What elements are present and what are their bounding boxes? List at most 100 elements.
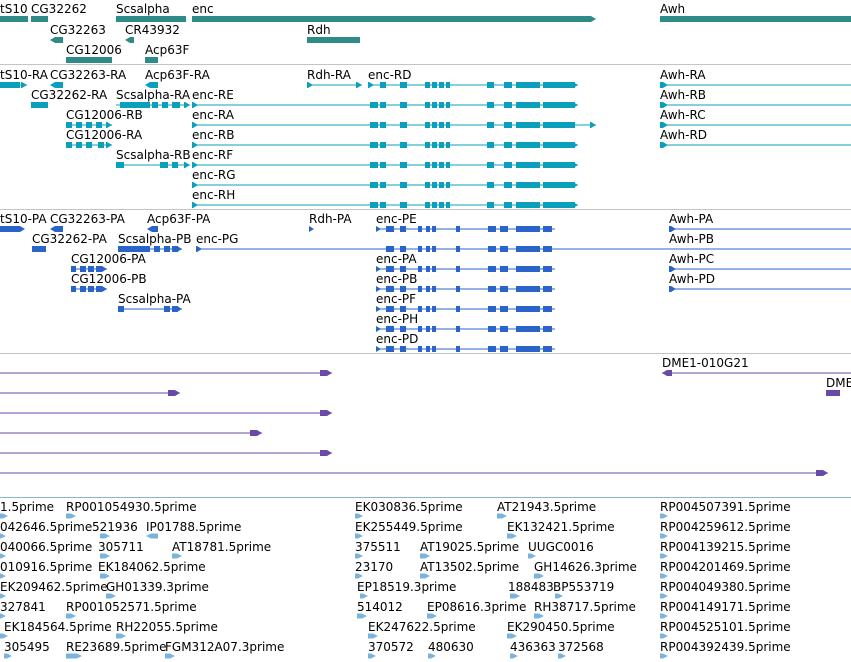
exon[interactable]: [386, 306, 394, 312]
est-label[interactable]: RP004259612.5prime: [660, 520, 791, 534]
exon[interactable]: [572, 82, 578, 88]
exon[interactable]: [456, 326, 460, 332]
exon[interactable]: [376, 346, 381, 352]
gene-glyph[interactable]: [192, 16, 596, 22]
transcript-label[interactable]: enc-PH: [376, 312, 419, 326]
exon[interactable]: [307, 82, 313, 88]
exon[interactable]: [0, 226, 25, 232]
exon[interactable]: [426, 246, 430, 252]
transcript-label[interactable]: CG12006-RB: [66, 108, 143, 122]
exon[interactable]: [456, 246, 460, 252]
est-glyph[interactable]: [507, 533, 517, 539]
exon[interactable]: [488, 306, 496, 312]
est-glyph[interactable]: [355, 513, 363, 519]
exon[interactable]: [98, 142, 104, 148]
est-glyph[interactable]: [100, 553, 110, 559]
est-glyph[interactable]: [0, 553, 6, 559]
transcript-label[interactable]: CG32263-RA: [50, 68, 127, 82]
est-label[interactable]: 188483: [508, 580, 554, 594]
exon[interactable]: [164, 306, 170, 312]
exon[interactable]: [88, 266, 94, 272]
exon[interactable]: [446, 182, 450, 188]
exon[interactable]: [147, 226, 158, 232]
exon[interactable]: [368, 82, 374, 88]
exon[interactable]: [400, 266, 406, 272]
est-label[interactable]: EK290450.5prime: [507, 620, 615, 634]
exon[interactable]: [152, 102, 158, 108]
exon[interactable]: [380, 102, 386, 108]
transcript-label[interactable]: Scsalpha-PA: [118, 292, 191, 306]
exon[interactable]: [439, 142, 444, 148]
exon[interactable]: [543, 346, 552, 352]
est-label[interactable]: 521936: [92, 520, 138, 534]
exon[interactable]: [446, 82, 450, 88]
est-label[interactable]: GH01339.3prime: [106, 580, 209, 594]
exon[interactable]: [380, 82, 386, 88]
exon[interactable]: [425, 182, 430, 188]
est-glyph[interactable]: [507, 633, 517, 639]
transcript-label[interactable]: tS10-PA: [0, 212, 47, 226]
exon[interactable]: [516, 142, 540, 148]
est-label[interactable]: 042646.5prime: [0, 520, 93, 534]
exon[interactable]: [380, 162, 386, 168]
exon[interactable]: [572, 202, 578, 208]
exon[interactable]: [50, 226, 63, 232]
exon[interactable]: [425, 102, 430, 108]
est-glyph[interactable]: [528, 553, 536, 559]
transcript-label[interactable]: enc-PD: [376, 332, 419, 346]
exon[interactable]: [50, 82, 63, 88]
exon[interactable]: [432, 266, 436, 272]
gene-glyph[interactable]: [307, 37, 360, 43]
clone-label[interactable]: DME: [826, 376, 851, 390]
est-glyph[interactable]: [368, 633, 378, 639]
exon[interactable]: [572, 162, 578, 168]
exon[interactable]: [21, 82, 27, 88]
gene-label[interactable]: Awh: [660, 2, 686, 16]
exon[interactable]: [504, 162, 512, 168]
transcript-label[interactable]: enc-RG: [192, 168, 236, 182]
est-label[interactable]: EP08616.3prime: [427, 600, 527, 614]
est-glyph[interactable]: [660, 513, 668, 519]
est-glyph[interactable]: [660, 633, 668, 639]
exon[interactable]: [543, 266, 552, 272]
est-glyph[interactable]: [172, 553, 182, 559]
exon[interactable]: [71, 286, 76, 292]
exon[interactable]: [488, 326, 496, 332]
exon[interactable]: [504, 82, 512, 88]
exon[interactable]: [500, 346, 508, 352]
exon[interactable]: [432, 102, 437, 108]
exon[interactable]: [516, 182, 540, 188]
exon[interactable]: [488, 346, 496, 352]
est-label[interactable]: RP004149171.5prime: [660, 600, 791, 614]
est-glyph[interactable]: [534, 613, 544, 619]
gene-label[interactable]: Acp63F: [145, 43, 190, 57]
est-label[interactable]: UUGC0016: [528, 540, 594, 554]
exon[interactable]: [400, 162, 407, 168]
est-label[interactable]: EK255449.5prime: [355, 520, 463, 534]
est-glyph[interactable]: [0, 513, 8, 519]
exon[interactable]: [516, 82, 540, 88]
exon[interactable]: [400, 182, 407, 188]
est-label[interactable]: GH14626.3prime: [534, 560, 637, 574]
exon[interactable]: [432, 82, 437, 88]
exon[interactable]: [425, 82, 430, 88]
exon[interactable]: [543, 82, 575, 88]
exon[interactable]: [425, 142, 430, 148]
exon[interactable]: [31, 102, 48, 108]
exon[interactable]: [456, 306, 460, 312]
transcript-label[interactable]: Awh-PB: [669, 232, 714, 246]
exon[interactable]: [500, 246, 508, 252]
exon[interactable]: [66, 142, 72, 148]
est-glyph[interactable]: [428, 653, 436, 659]
exon[interactable]: [516, 346, 540, 352]
exon[interactable]: [400, 82, 407, 88]
exon[interactable]: [370, 182, 378, 188]
exon[interactable]: [660, 122, 668, 128]
exon[interactable]: [192, 182, 198, 188]
exon[interactable]: [456, 226, 460, 232]
clone-end[interactable]: [826, 390, 840, 396]
clone-label[interactable]: DME1-010G21: [662, 356, 749, 370]
est-label[interactable]: AT13502.5prime: [420, 560, 520, 574]
est-label[interactable]: RP004049380.5prime: [660, 580, 791, 594]
gene-glyph[interactable]: [660, 16, 851, 22]
